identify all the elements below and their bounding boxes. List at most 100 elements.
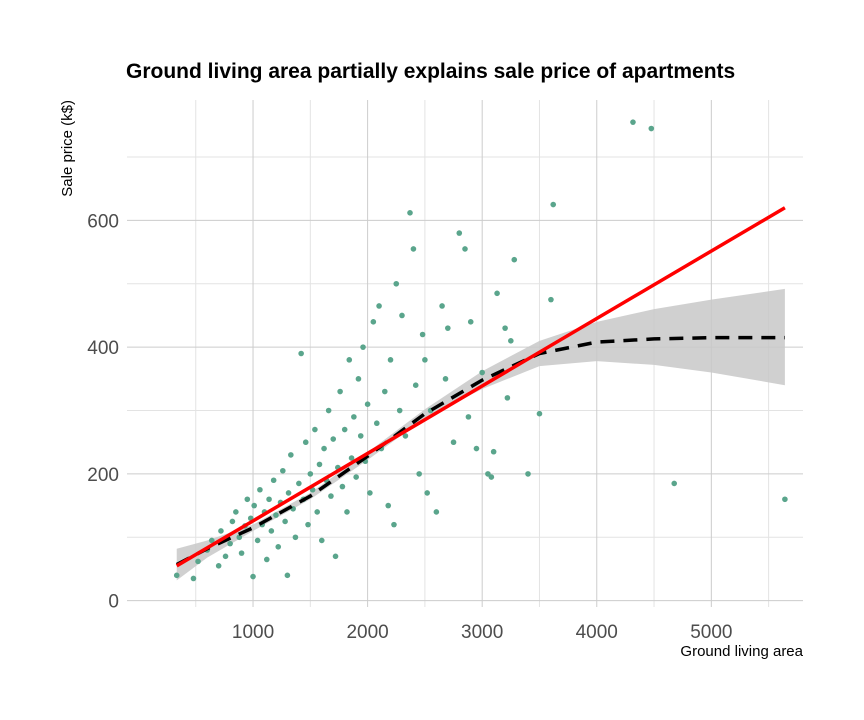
data-point	[422, 357, 428, 363]
data-point	[284, 572, 291, 579]
data-point	[215, 563, 222, 569]
data-point	[233, 509, 239, 515]
data-point	[263, 556, 270, 563]
data-point	[218, 528, 224, 534]
data-point	[402, 433, 409, 439]
data-point	[630, 119, 636, 125]
data-point	[407, 210, 413, 216]
data-point	[550, 201, 557, 208]
data-point	[282, 518, 288, 525]
linear-fit-line	[175, 206, 786, 568]
data-point	[433, 509, 440, 515]
data-point	[302, 439, 309, 446]
x-tick-label: 4000	[576, 622, 618, 643]
data-point	[222, 553, 229, 560]
data-point	[190, 575, 197, 582]
data-point	[285, 490, 292, 496]
x-tick-label: 2000	[346, 622, 388, 643]
data-point	[396, 407, 403, 414]
y-tick-label: 200	[87, 465, 119, 486]
data-point	[208, 537, 215, 544]
data-point	[321, 445, 327, 452]
data-point	[254, 537, 261, 544]
data-point	[387, 357, 394, 363]
data-point	[236, 534, 243, 541]
y-tick-label: 400	[87, 338, 119, 359]
data-point	[373, 420, 380, 427]
data-point	[488, 474, 495, 480]
data-point	[312, 426, 318, 433]
data-point	[412, 382, 419, 388]
chart-title: Ground living area partially explains sa…	[126, 60, 735, 83]
data-point	[348, 455, 355, 461]
data-point	[479, 369, 485, 376]
data-point	[244, 496, 251, 503]
data-point	[381, 388, 388, 395]
data-point	[370, 319, 377, 325]
data-point	[671, 480, 678, 487]
data-point	[330, 436, 337, 442]
data-point	[325, 407, 332, 414]
data-point	[410, 246, 417, 252]
data-point	[445, 325, 451, 331]
data-point	[439, 303, 445, 309]
data-point	[337, 388, 343, 395]
data-point	[238, 550, 245, 556]
data-point	[275, 543, 282, 550]
data-point	[357, 433, 364, 439]
data-point	[548, 296, 554, 303]
data-point	[364, 401, 371, 408]
data-point	[288, 452, 294, 458]
data-point	[318, 537, 325, 544]
data-point	[270, 477, 277, 484]
data-point	[292, 534, 299, 541]
data-point	[250, 573, 256, 580]
data-point	[360, 344, 366, 350]
data-point	[314, 509, 320, 515]
data-point	[328, 493, 334, 499]
x-tick-label: 3000	[461, 622, 503, 643]
data-point	[419, 331, 426, 338]
data-point	[490, 448, 497, 455]
data-point	[332, 553, 339, 560]
data-point	[424, 490, 430, 496]
data-point	[268, 528, 275, 534]
data-point	[341, 426, 348, 433]
data-point	[307, 471, 314, 477]
data-point	[229, 518, 236, 525]
data-point	[344, 509, 350, 515]
data-point	[525, 471, 531, 477]
y-axis-ticks: 0 200 400 600	[87, 211, 119, 612]
data-point	[346, 357, 353, 363]
data-point	[251, 502, 257, 509]
data-point	[782, 496, 788, 503]
data-point	[467, 319, 474, 325]
data-point	[273, 512, 279, 518]
smooth-trend-line	[175, 335, 785, 567]
data-point	[504, 395, 511, 401]
data-point	[536, 410, 543, 417]
data-point	[173, 572, 180, 579]
data-point	[355, 376, 362, 382]
data-point	[227, 540, 233, 547]
data-point	[391, 521, 397, 528]
data-point	[257, 486, 263, 493]
data-point	[296, 480, 302, 487]
data-point	[502, 325, 508, 331]
x-tick-label: 1000	[232, 622, 274, 643]
data-point	[367, 490, 373, 496]
data-point	[648, 125, 655, 132]
data-point	[465, 414, 472, 420]
data-point	[393, 280, 400, 287]
x-axis-title: Ground living area	[680, 643, 803, 660]
data-point	[456, 230, 463, 236]
data-point	[353, 474, 359, 480]
data-point	[473, 445, 480, 452]
data-point	[511, 256, 518, 263]
data-point	[351, 414, 357, 420]
data-point	[305, 521, 311, 528]
y-axis-title: Sale price (k$)	[59, 100, 76, 197]
data-point	[266, 496, 272, 503]
confidence-band	[176, 288, 785, 581]
